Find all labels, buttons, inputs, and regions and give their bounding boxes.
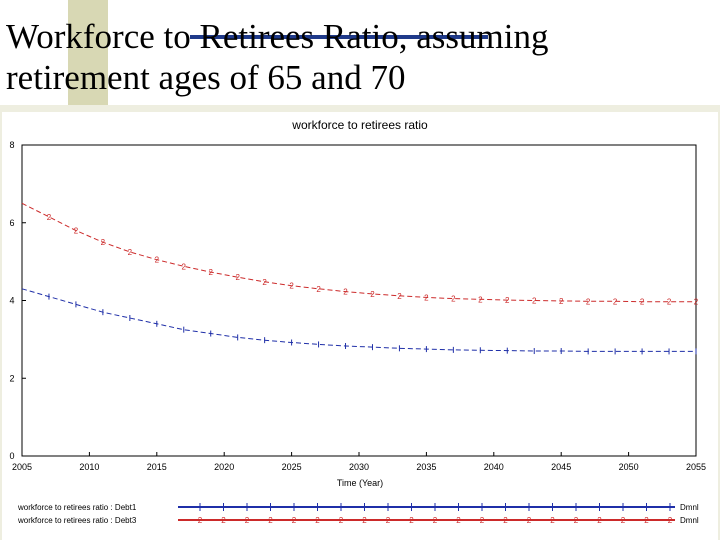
legend-marker: 2 (550, 516, 555, 525)
series-line-1 (21, 288, 696, 352)
legend-marker: 2 (433, 516, 438, 525)
slide-title-line-1: Workforce to Retirees Ratio, assuming (6, 17, 549, 56)
series-point-2: 2 (235, 273, 240, 282)
legend-unit: Dmnl (680, 503, 699, 512)
legend-marker: 2 (198, 516, 203, 525)
legend-marker: 2 (480, 516, 485, 525)
chart-panel (2, 112, 718, 540)
series-point-2: 2 (101, 238, 106, 247)
x-tick-label: 2010 (79, 462, 99, 472)
series-point-2: 2 (532, 297, 537, 306)
y-tick-label: 2 (9, 373, 14, 383)
legend-marker: 2 (644, 516, 649, 525)
x-tick-label: 2015 (147, 462, 167, 472)
series-point-2: 2 (182, 262, 187, 271)
legend-marker: 2 (597, 516, 602, 525)
legend-marker: 2 (503, 516, 508, 525)
legend-marker: 2 (456, 516, 461, 525)
x-tick-label: 2045 (551, 462, 571, 472)
x-tick-label: 2025 (282, 462, 302, 472)
legend-marker: 2 (668, 516, 673, 525)
series-point-2: 2 (155, 256, 160, 265)
series-point-2: 2 (424, 293, 429, 302)
series-point-2: 2 (478, 295, 483, 304)
legend-marker: 2 (221, 516, 226, 525)
plot-layer: 0 2 4 6 8 2005 2010 2015 2020 2025 2030 2035 2040 204… (9, 140, 706, 472)
series-point-2: 2 (289, 282, 294, 291)
legend-marker: 2 (245, 516, 250, 525)
legend-marker: 2 (409, 516, 414, 525)
series-point-2: 2 (262, 278, 267, 287)
series-point-2: 2 (370, 290, 375, 299)
series-point-2: 2 (694, 298, 699, 307)
series-point-2: 2 (667, 298, 672, 307)
x-tick-label: 2005 (12, 462, 32, 472)
legend-marker: 2 (527, 516, 532, 525)
x-axis-label: Time (Year) (337, 478, 383, 488)
legend-marker: 2 (315, 516, 320, 525)
slide-title: Workforce to Retirees Ratio, assuming re… (6, 16, 706, 98)
legend-label: workforce to retirees ratio : Debt3 (17, 516, 137, 525)
y-tick-label: 6 (9, 218, 14, 228)
series-point-2: 2 (316, 285, 321, 294)
legend-marker: 2 (574, 516, 579, 525)
series-point-2: 2 (559, 297, 564, 306)
series-point-2: 2 (343, 288, 348, 297)
series-point-2: 2 (586, 297, 591, 306)
slide-title-line-2: retirement ages of 65 and 70 (6, 58, 406, 97)
series-point-2: 2 (397, 292, 402, 301)
legend-unit: Dmnl (680, 516, 699, 525)
chart-title: workforce to retirees ratio (291, 118, 428, 132)
legend: workforce to retirees ratio : Debt1 Dmnl w… (17, 503, 699, 525)
series-point-2: 2 (640, 298, 645, 307)
y-tick-label: 8 (9, 140, 14, 150)
series-point-2: 2 (128, 248, 133, 257)
legend-marker: 2 (362, 516, 367, 525)
series-point-2: 2 (613, 297, 618, 306)
y-tick-label: 4 (9, 296, 14, 306)
y-tick-label: 0 (9, 451, 14, 461)
title-accent-block (68, 0, 108, 108)
legend-marker: 2 (268, 516, 273, 525)
series-line-2 (21, 202, 696, 303)
series-point-2: 2 (451, 295, 456, 304)
x-tick-label: 2030 (349, 462, 369, 472)
series-point-2: 2 (74, 227, 79, 236)
title-strike-bar (190, 35, 488, 39)
legend-label: workforce to retirees ratio : Debt1 (17, 503, 137, 512)
x-tick-label: 2035 (416, 462, 436, 472)
x-tick-label: 2055 (686, 462, 706, 472)
legend-marker: 2 (292, 516, 297, 525)
legend-marker: 2 (386, 516, 391, 525)
series-point-2: 2 (47, 213, 52, 222)
legend-marker: 2 (621, 516, 626, 525)
series-point-2: 2 (208, 268, 213, 277)
x-tick-label: 2040 (484, 462, 504, 472)
x-tick-label: 2050 (619, 462, 639, 472)
legend-marker: 2 (339, 516, 344, 525)
x-tick-label: 2020 (214, 462, 234, 472)
series-point-2: 2 (505, 296, 510, 305)
